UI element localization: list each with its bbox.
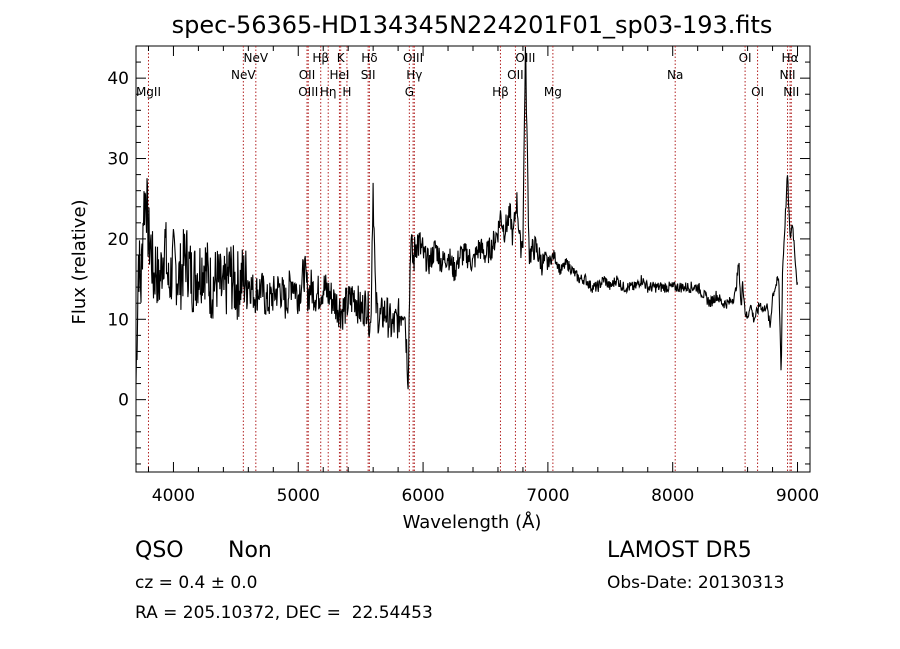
line-label-18: Mg: [544, 85, 562, 99]
x-tick-label: 5000: [277, 486, 320, 506]
object-subclass: Non: [228, 538, 272, 563]
redshift-text: cz = 0.4 ± 0.0: [135, 573, 258, 593]
line-label-6: Hη: [320, 85, 337, 99]
obs-date: Obs-Date: 20130313: [607, 573, 785, 593]
line-label-21: OI: [751, 85, 764, 99]
line-label-14: G: [405, 85, 414, 99]
line-label-11: SII: [361, 68, 376, 82]
x-tick-label: 8000: [651, 486, 694, 506]
line-label-2: NeV: [244, 51, 269, 65]
chart-title: spec-56365-HD134345N224201F01_sp03-193.f…: [172, 11, 773, 39]
line-label-10: Hδ: [361, 51, 377, 65]
x-tick-label: 4000: [152, 486, 195, 506]
axis-ticks: 4000 5000 6000 7000 8000 9000 0 10 20 30 40: [107, 45, 819, 506]
spectrum-line: [135, 46, 799, 390]
x-axis-label: Wavelength (Å): [403, 511, 542, 533]
object-class: QSO: [135, 538, 184, 563]
ra-dec-text: RA = 205.10372, DEC = 22.54453: [135, 603, 433, 623]
y-tick-label: 20: [107, 230, 129, 250]
x-tick-label: 7000: [526, 486, 569, 506]
emission-line-markers: [147, 46, 792, 472]
line-label-16: OII: [507, 68, 524, 82]
line-label-20: OI: [739, 51, 752, 65]
line-label-15: Hβ: [492, 85, 509, 99]
line-label-7: K: [337, 51, 346, 65]
x-tick-label: 6000: [401, 486, 444, 506]
line-label-4: OIII: [298, 85, 318, 99]
x-tick-label: 9000: [776, 486, 819, 506]
y-tick-label: 40: [107, 69, 129, 89]
line-label-23: NII: [780, 68, 796, 82]
y-tick-label: 0: [118, 391, 129, 411]
line-label-13: Hγ: [406, 68, 422, 82]
survey-name: LAMOST DR5: [607, 538, 752, 563]
line-label-9: H: [342, 85, 351, 99]
emission-line-labels: MgII NeV NeV OII OIII Hβ Hη K HeI H Hδ SII OIII Hγ G Hβ…: [136, 51, 799, 99]
line-label-19: Na: [667, 68, 683, 82]
line-label-12: OIII: [403, 51, 423, 65]
line-label-24: NII: [783, 85, 799, 99]
y-axis-label: Flux (relative): [69, 199, 90, 324]
line-label-1: NeV: [231, 68, 256, 82]
line-label-22: Hα: [782, 51, 799, 65]
y-tick-label: 10: [107, 310, 129, 330]
line-label-5: Hβ: [312, 51, 329, 65]
y-tick-label: 30: [107, 150, 129, 170]
line-label-8: HeI: [329, 68, 349, 82]
line-label-0: MgII: [136, 85, 161, 99]
line-label-3: OII: [299, 68, 316, 82]
